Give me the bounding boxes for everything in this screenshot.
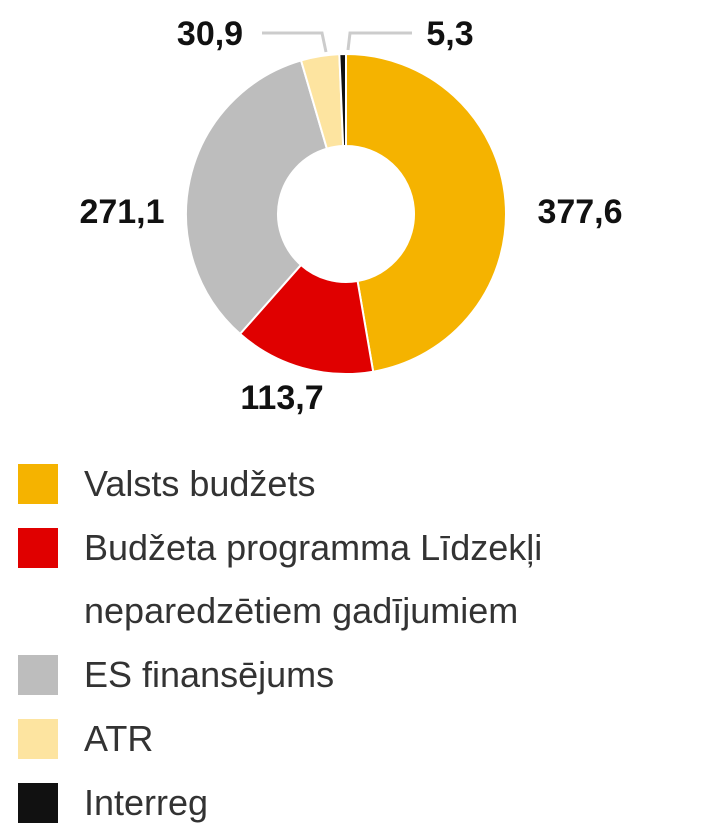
donut-segment <box>238 263 375 375</box>
legend: Valsts budžets Budžeta programma Līdzekļi… <box>18 452 708 835</box>
donut-segment <box>185 59 329 336</box>
value-label: 30,9 <box>177 15 243 53</box>
legend-swatch <box>18 464 58 504</box>
leader-line <box>262 31 328 53</box>
value-label: 113,7 <box>240 379 323 417</box>
legend-item: ES finansējums <box>18 643 708 706</box>
legend-item: Budžeta programma Līdzekļi neparedzētiem… <box>18 516 708 642</box>
value-label: 377,6 <box>537 193 622 231</box>
legend-label: Budžeta programma Līdzekļi neparedzētiem… <box>84 527 543 631</box>
legend-item: Valsts budžets <box>18 452 708 515</box>
value-label: 5,3 <box>426 15 473 53</box>
leader-line <box>346 31 412 51</box>
donut-segment <box>345 52 507 373</box>
legend-item: Interreg <box>18 771 708 834</box>
legend-swatch <box>18 655 58 695</box>
legend-swatch <box>18 783 58 823</box>
legend-label: ES finansējums <box>84 654 335 695</box>
legend-swatch <box>18 719 58 759</box>
legend-label: Interreg <box>84 782 209 823</box>
legend-label: ATR <box>84 718 154 759</box>
donut-chart: 377,6 113,7 271,1 30,9 5,3 <box>79 15 622 417</box>
legend-label: Valsts budžets <box>84 463 316 504</box>
legend-swatch <box>18 528 58 568</box>
donut-segment <box>338 52 347 148</box>
value-label: 271,1 <box>79 193 164 231</box>
legend-item: ATR <box>18 707 708 770</box>
